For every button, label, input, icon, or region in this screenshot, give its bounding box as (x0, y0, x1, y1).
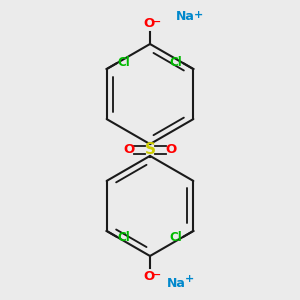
Text: O: O (166, 143, 177, 157)
Text: −: − (152, 17, 161, 27)
Text: Cl: Cl (118, 231, 130, 244)
Text: O: O (123, 143, 134, 157)
Text: Na: Na (176, 11, 195, 23)
Text: S: S (145, 142, 155, 158)
Text: +: + (194, 11, 203, 20)
Text: −: − (152, 270, 161, 280)
Text: +: + (185, 274, 194, 284)
Text: Na: Na (167, 277, 186, 290)
Text: O: O (143, 17, 154, 30)
Text: Cl: Cl (170, 56, 182, 69)
Text: Cl: Cl (170, 231, 182, 244)
Text: O: O (143, 270, 154, 283)
Text: Cl: Cl (118, 56, 130, 69)
